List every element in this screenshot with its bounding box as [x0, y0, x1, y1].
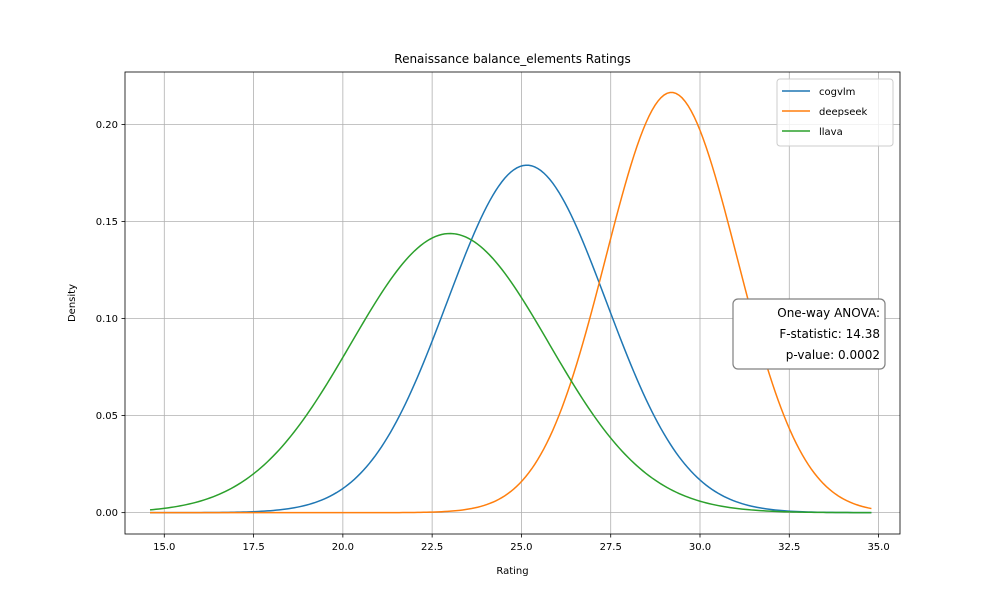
legend: cogvlm deepseek llava: [776, 78, 894, 147]
x-tick-label: 20.0: [332, 542, 354, 553]
y-axis: 0.00 0.05 0.10 0.15 0.20: [96, 120, 125, 519]
legend-box: [776, 78, 894, 147]
x-axis-label: Rating: [496, 566, 528, 577]
x-tick-label: 35.0: [867, 542, 889, 553]
y-tick-label: 0.00: [96, 508, 118, 519]
x-axis: 15.0 17.5 20.0 22.5 25.0 27.5 30.0 32.5 35.0: [153, 534, 890, 553]
annotation-line-1: One-way ANOVA:: [777, 306, 880, 320]
y-tick-label: 0.10: [96, 314, 118, 325]
x-tick-label: 25.0: [510, 542, 532, 553]
anova-annotation: One-way ANOVA: F-statistic: 14.38 p-valu…: [732, 298, 886, 370]
x-tick-label: 15.0: [153, 542, 175, 553]
series-line-llava: [149, 232, 872, 514]
x-tick-label: 30.0: [689, 542, 711, 553]
legend-label-llava: llava: [819, 127, 843, 138]
chart-title: Renaissance balance_elements Ratings: [394, 52, 630, 66]
legend-label-deepseek: deepseek: [819, 107, 868, 118]
y-tick-label: 0.05: [96, 411, 118, 422]
annotation-line-3: p-value: 0.0002: [786, 348, 880, 362]
series-line-cogvlm: [150, 164, 872, 514]
y-tick-label: 0.15: [96, 217, 118, 228]
y-tick-label: 0.20: [96, 120, 118, 131]
plot-frame: [124, 71, 901, 535]
grid: [125, 72, 900, 534]
y-axis-label: Density: [67, 284, 78, 322]
legend-label-cogvlm: cogvlm: [819, 87, 855, 98]
x-tick-label: 17.5: [242, 542, 264, 553]
x-tick-label: 32.5: [778, 542, 800, 553]
x-tick-label: 27.5: [600, 542, 622, 553]
annotation-line-2: F-statistic: 14.38: [779, 327, 880, 341]
annotation-box: [732, 298, 886, 370]
x-tick-label: 22.5: [421, 542, 443, 553]
